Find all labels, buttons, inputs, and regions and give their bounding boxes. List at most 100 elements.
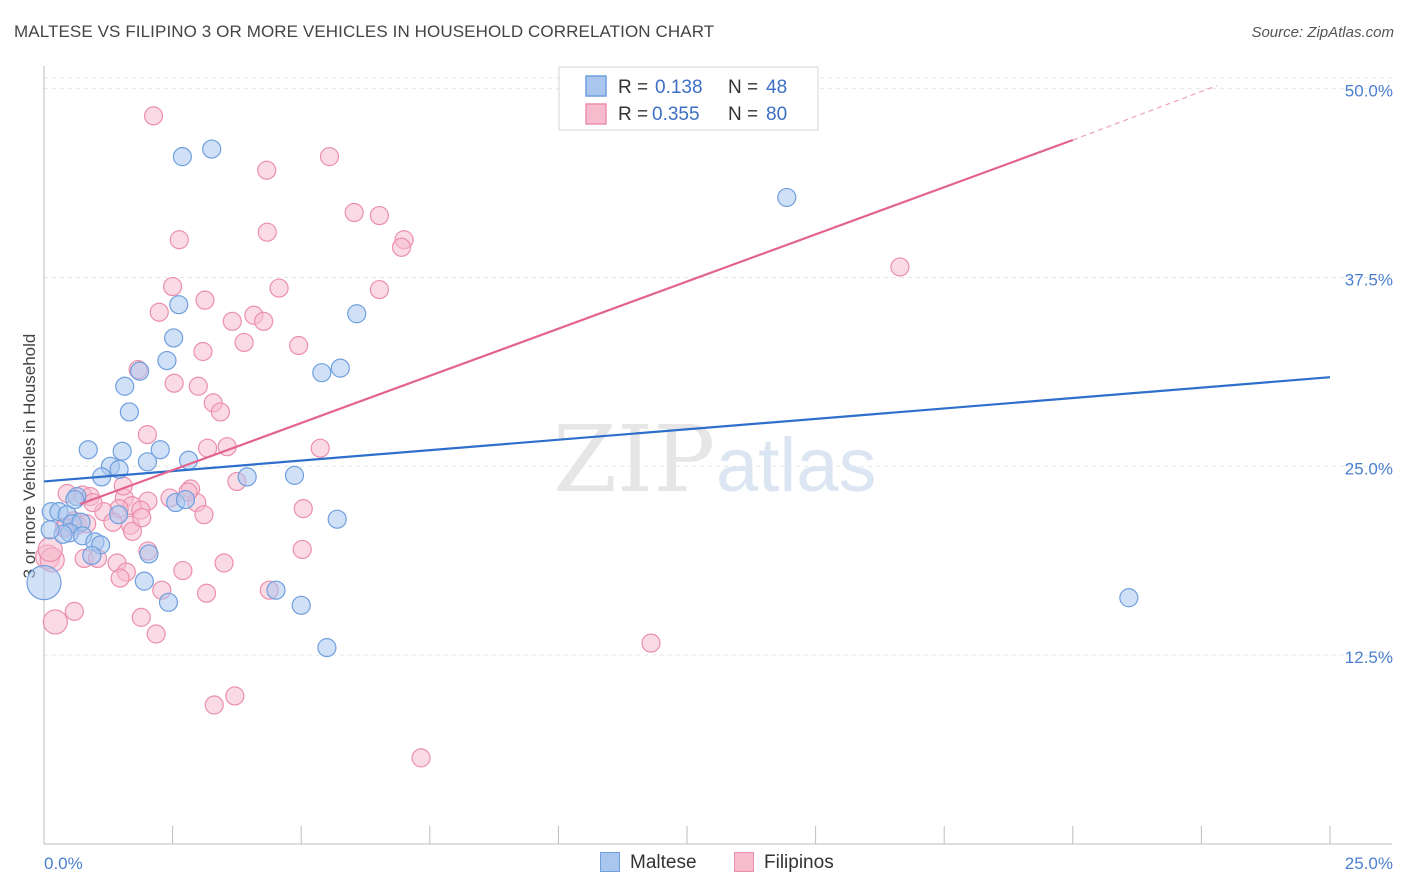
filipino-point xyxy=(110,568,130,588)
filipino-point xyxy=(122,521,143,541)
legend-r-value-maltese: 0.138 xyxy=(655,77,703,98)
filipino-point xyxy=(143,106,164,126)
maltese-point xyxy=(158,592,179,612)
y-tick-label: 25.0% xyxy=(1345,459,1393,478)
y-axis-label: 3 or more Vehicles in Household xyxy=(20,334,39,579)
filipino-point xyxy=(890,257,910,277)
maltese-point xyxy=(312,363,332,383)
legend-n-label-filipinos: N = xyxy=(728,104,758,125)
filipinos-legend-label: Filipinos xyxy=(764,852,834,873)
maltese-swatch xyxy=(600,852,620,872)
filipino-point xyxy=(131,607,151,627)
maltese-point xyxy=(26,565,62,601)
maltese-point xyxy=(202,139,222,159)
maltese-point xyxy=(119,402,139,422)
filipino-point xyxy=(149,302,169,322)
filipino-point xyxy=(292,539,312,560)
maltese-point xyxy=(40,520,60,540)
filipino-point xyxy=(257,160,277,180)
maltese-trend-line xyxy=(43,376,1331,483)
filipinos-swatch xyxy=(734,852,754,872)
tick-labels: 12.5% 25.0% 37.5% 50.0% 0.0% 25.0% xyxy=(44,82,1393,873)
maltese-point xyxy=(172,147,192,167)
filipino-point xyxy=(293,499,313,519)
maltese-point xyxy=(112,441,132,461)
filipino-point xyxy=(222,311,242,331)
filipino-point xyxy=(146,624,166,644)
maltese-point xyxy=(284,465,305,485)
legend-swatch-maltese xyxy=(585,75,607,97)
maltese-point xyxy=(134,571,154,591)
y-tick-label: 50.0% xyxy=(1345,82,1393,101)
filipino-point xyxy=(173,560,193,581)
bottom-legend-maltese: Maltese xyxy=(600,852,697,874)
filipino-point xyxy=(194,505,214,525)
filipino-point xyxy=(391,237,412,257)
filipino-point xyxy=(257,222,277,242)
legend-n-value-filipinos: 80 xyxy=(766,104,787,125)
legend-r-label-maltese: R = xyxy=(618,77,648,98)
x-tick-label-max: 25.0% xyxy=(1345,854,1393,873)
maltese-point xyxy=(237,467,257,487)
filipino-point xyxy=(188,376,208,396)
filipino-point xyxy=(319,147,340,167)
filipino-point xyxy=(42,609,68,635)
maltese-point xyxy=(130,361,150,381)
filipino-point xyxy=(310,438,330,458)
watermark: ZIP atlas xyxy=(553,406,877,513)
legend-r-value-filipinos: 0.355 xyxy=(652,104,700,125)
maltese-point xyxy=(82,545,102,566)
filipino-trend-line xyxy=(79,138,1074,506)
filipino-point xyxy=(64,601,84,621)
legend-r-label-filipinos: R = xyxy=(618,104,648,125)
filipino-point xyxy=(641,633,661,653)
grid-lines xyxy=(44,77,1392,656)
filipino-point xyxy=(234,332,254,353)
filipino-point xyxy=(195,290,215,310)
maltese-legend-label: Maltese xyxy=(630,852,697,873)
maltese-point xyxy=(777,187,797,208)
filipino-point xyxy=(210,402,231,422)
maltese-point xyxy=(65,489,85,510)
filipino-point xyxy=(164,373,184,393)
maltese-point xyxy=(266,580,286,600)
filipino-point xyxy=(204,695,224,715)
filipino-point xyxy=(269,278,289,298)
maltese-point xyxy=(317,638,337,658)
filipino-point xyxy=(344,202,364,223)
maltese-point xyxy=(330,358,350,378)
watermark-zip: ZIP xyxy=(553,406,715,513)
axes xyxy=(43,66,1392,845)
x-tick-label-min: 0.0% xyxy=(44,854,83,873)
maltese-point xyxy=(169,295,189,315)
source-label: Source: ZipAtlas.com xyxy=(1251,24,1394,41)
y-tick-label: 37.5% xyxy=(1345,270,1393,289)
y-tick-label: 12.5% xyxy=(1345,648,1393,667)
maltese-point xyxy=(78,440,98,460)
filipino-point xyxy=(369,279,389,300)
maltese-point xyxy=(150,440,170,460)
maltese-point xyxy=(175,489,196,510)
filipino-point xyxy=(137,425,157,445)
legend-n-label-maltese: N = xyxy=(728,77,758,98)
maltese-point xyxy=(327,509,347,529)
stats-legend: R = 0.138 N = 48 R = 0.355 N = 80 xyxy=(558,66,819,131)
bottom-legend-filipinos: Filipinos xyxy=(734,852,834,874)
legend-swatch-filipinos xyxy=(585,103,607,125)
watermark-atlas: atlas xyxy=(716,423,877,508)
data-points xyxy=(26,106,1139,768)
filipino-point xyxy=(196,583,217,603)
filipino-point xyxy=(214,553,234,573)
maltese-point xyxy=(139,544,159,564)
filipino-point xyxy=(289,335,309,356)
maltese-point xyxy=(1119,588,1139,608)
maltese-point xyxy=(157,350,177,371)
trend-lines xyxy=(43,85,1331,506)
maltese-point xyxy=(108,505,129,525)
maltese-point xyxy=(291,595,311,615)
filipino-point xyxy=(169,230,189,250)
legend-n-value-maltese: 48 xyxy=(766,77,787,98)
chart-title: MALTESE VS FILIPINO 3 OR MORE VEHICLES I… xyxy=(14,22,715,41)
filipino-point xyxy=(225,686,245,706)
